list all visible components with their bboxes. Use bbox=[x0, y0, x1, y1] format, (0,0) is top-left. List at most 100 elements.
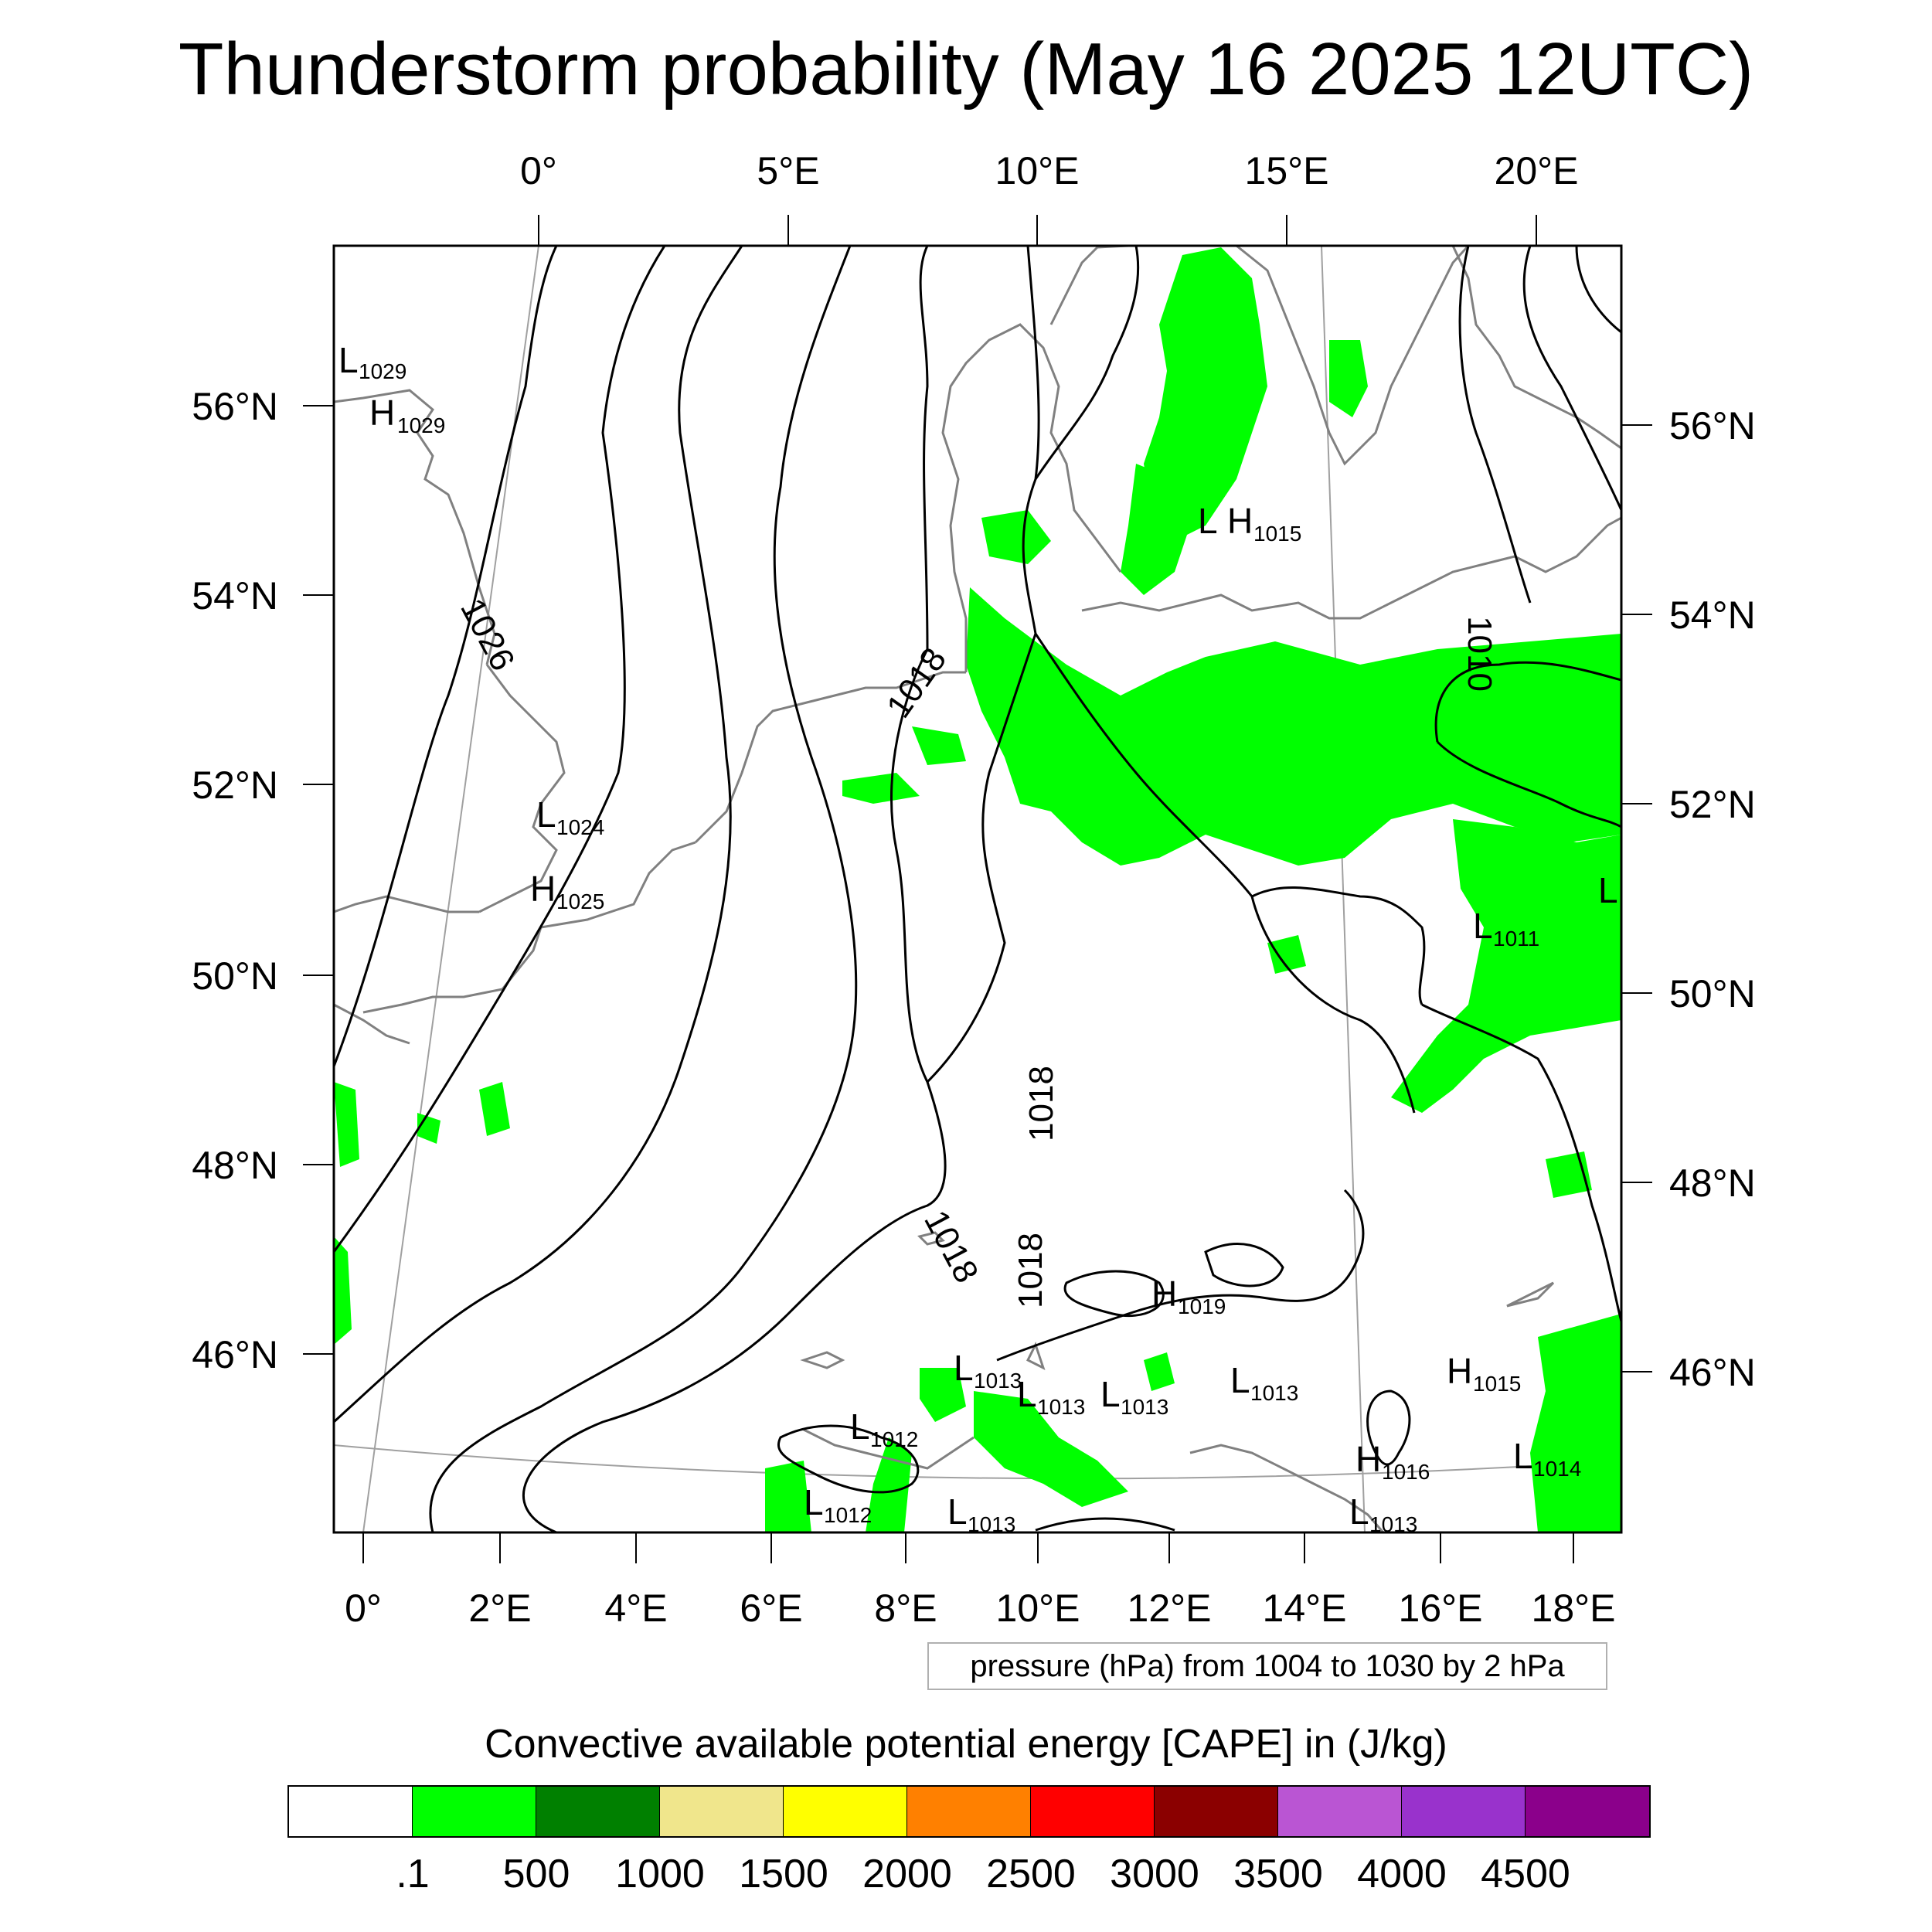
pressure-center: L 1013 bbox=[1349, 1492, 1417, 1536]
colorbar-swatch bbox=[536, 1787, 660, 1836]
left-lat-label: 54°N bbox=[192, 574, 278, 617]
svg-text:1029: 1029 bbox=[359, 359, 406, 383]
svg-text:1015: 1015 bbox=[1473, 1372, 1521, 1396]
isobar-13 bbox=[1436, 740, 1621, 828]
cape-area-nl-2 bbox=[912, 726, 966, 765]
bottom-lon-label: 10°E bbox=[996, 1587, 1080, 1630]
cape-area-baltic bbox=[1144, 247, 1267, 541]
left-lat-label: 48°N bbox=[192, 1144, 278, 1187]
isobar-1 bbox=[334, 246, 558, 1067]
colorbar-label: .1 bbox=[396, 1852, 430, 1896]
svg-text:1013: 1013 bbox=[1369, 1512, 1417, 1536]
pressure-legend: pressure (hPa) from 1004 to 1030 by 2 hP… bbox=[927, 1642, 1607, 1690]
svg-text:1011: 1011 bbox=[1493, 927, 1539, 951]
pressure-center: L 1012 bbox=[850, 1406, 918, 1451]
colorbar-label: 4500 bbox=[1481, 1852, 1570, 1896]
colorbar-swatch bbox=[1155, 1787, 1278, 1836]
parallel-45n bbox=[334, 1444, 1621, 1480]
bottom-lon-label: 16°E bbox=[1399, 1587, 1483, 1630]
colorbar-label: 2000 bbox=[862, 1852, 952, 1896]
svg-text:1019: 1019 bbox=[1178, 1294, 1226, 1318]
right-lat-axis bbox=[1621, 424, 1652, 1372]
svg-text:L: L bbox=[338, 340, 359, 380]
svg-text:1013: 1013 bbox=[1037, 1395, 1085, 1419]
isobar-11 bbox=[1575, 246, 1621, 334]
pressure-center: L 1013 bbox=[1230, 1360, 1298, 1405]
svg-text:1024: 1024 bbox=[556, 815, 604, 839]
pressure-center: L 1012 bbox=[804, 1482, 872, 1527]
svg-text:L: L bbox=[947, 1492, 968, 1532]
meridian-0 bbox=[362, 246, 539, 1532]
bottom-lon-label: 0° bbox=[345, 1587, 382, 1630]
top-lon-labels: 0° 5°E 10°E 15°E 20°E bbox=[520, 149, 1578, 192]
map-frame bbox=[334, 246, 1621, 1532]
isobar-south bbox=[1035, 1517, 1175, 1532]
cape-area-alps-1 bbox=[974, 1391, 1128, 1507]
colorbar-label: 3000 bbox=[1110, 1852, 1199, 1896]
svg-text:H: H bbox=[1447, 1351, 1472, 1391]
svg-text:1016: 1016 bbox=[1382, 1460, 1430, 1484]
cape-area-nl bbox=[842, 773, 920, 804]
bottom-lon-label: 14°E bbox=[1263, 1587, 1347, 1630]
meridian-15e bbox=[1321, 246, 1366, 1532]
colorbar-title: Convective available potential energy [C… bbox=[485, 1722, 1447, 1767]
page-title: Thunderstorm probability (May 16 2025 12… bbox=[178, 28, 1754, 111]
svg-text:L: L bbox=[1230, 1360, 1250, 1400]
lake-balaton bbox=[1506, 1281, 1555, 1308]
bottom-lon-label: 4°E bbox=[604, 1587, 667, 1630]
colorbar-swatch bbox=[289, 1787, 413, 1836]
isobar-label-1010: 1010 bbox=[1461, 616, 1498, 692]
svg-text:H: H bbox=[1227, 501, 1253, 541]
lake-constance bbox=[917, 1231, 945, 1246]
svg-text:H: H bbox=[530, 869, 556, 909]
svg-text:1012: 1012 bbox=[824, 1503, 872, 1527]
top-lon-label: 20°E bbox=[1495, 149, 1579, 192]
colorbar-label: 1500 bbox=[739, 1852, 828, 1896]
bottom-lon-label: 6°E bbox=[740, 1587, 802, 1630]
pressure-center: L bbox=[1198, 501, 1218, 541]
left-lat-labels: 56°N 54°N 52°N 50°N 48°N 46°N bbox=[192, 385, 278, 1376]
svg-text:1015: 1015 bbox=[1253, 522, 1301, 546]
cape-area-hungary bbox=[1530, 1314, 1621, 1532]
svg-text:1025: 1025 bbox=[556, 889, 604, 913]
bottom-lon-label: 8°E bbox=[874, 1587, 937, 1630]
isobar-6 bbox=[926, 246, 1040, 1083]
pressure-center: L 1024 bbox=[536, 794, 604, 839]
isobar-2 bbox=[334, 246, 666, 1253]
isobar-15 bbox=[1421, 1003, 1621, 1322]
svg-text:L: L bbox=[1349, 1492, 1369, 1532]
coastlines bbox=[334, 246, 1621, 1532]
colorbar-label: 3500 bbox=[1233, 1852, 1323, 1896]
right-lat-label: 50°N bbox=[1669, 972, 1756, 1015]
bottom-lon-label: 12°E bbox=[1128, 1587, 1212, 1630]
isobar-14 bbox=[1251, 886, 1426, 1005]
svg-text:1013: 1013 bbox=[974, 1369, 1022, 1393]
cape-area-poland bbox=[966, 587, 1621, 866]
pressure-center: H 1016 bbox=[1355, 1439, 1430, 1484]
isobar-italy bbox=[777, 1424, 920, 1494]
svg-text:1013: 1013 bbox=[1250, 1381, 1298, 1405]
cape-area-alps-2 bbox=[920, 1368, 966, 1422]
isobar-12 bbox=[1434, 661, 1621, 743]
coast-france-north bbox=[540, 841, 696, 929]
top-lon-label: 5°E bbox=[757, 149, 819, 192]
pressure-centers: L 1029 H 1029 L 1024 H 1025 L H 1015 L L 1011 … bbox=[338, 340, 1618, 1536]
pressure-center: L 1011 bbox=[1473, 906, 1539, 951]
coast-netherlands bbox=[694, 671, 966, 844]
svg-text:L: L bbox=[1017, 1374, 1037, 1414]
svg-text:L: L bbox=[1473, 906, 1493, 946]
colorbar-swatch bbox=[1031, 1787, 1155, 1836]
left-lat-label: 52°N bbox=[192, 764, 278, 807]
right-lat-label: 52°N bbox=[1669, 783, 1756, 826]
right-lat-labels: 56°N 54°N 52°N 50°N 48°N 46°N bbox=[1669, 404, 1756, 1394]
cape-area-sweden bbox=[1329, 340, 1368, 417]
isobar-8 bbox=[1034, 246, 1140, 480]
colorbar-swatch bbox=[413, 1787, 536, 1836]
cape-area-denmark bbox=[1121, 464, 1190, 595]
pressure-center: L 1013 bbox=[947, 1492, 1015, 1532]
colorbar-label: 2500 bbox=[986, 1852, 1076, 1896]
isobar-10 bbox=[1522, 246, 1621, 511]
bottom-lon-label: 2°E bbox=[468, 1587, 531, 1630]
isobar-3 bbox=[334, 246, 743, 1423]
